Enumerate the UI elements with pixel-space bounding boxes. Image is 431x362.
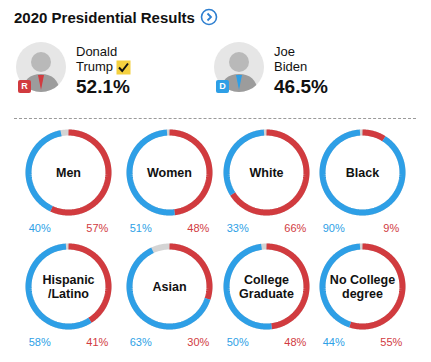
html-text:2020 Presidential Results: 2020 Presidential Results — [14, 8, 195, 26]
svg-text:Men: Men — [56, 166, 81, 180]
html-text:Biden: Biden — [274, 59, 308, 74]
svg-text:90%: 90% — [323, 222, 345, 234]
svg-text:63%: 63% — [130, 336, 152, 348]
svg-text:30%: 30% — [187, 336, 209, 348]
svg-text:51%: 51% — [130, 222, 152, 234]
svg-text:Hispanic/Latino: Hispanic/Latino — [42, 273, 94, 301]
svg-text:White: White — [249, 166, 283, 180]
svg-text:48%: 48% — [284, 336, 306, 348]
svg-text:No Collegedegree: No Collegedegree — [330, 273, 395, 301]
svg-text:Black: Black — [346, 166, 379, 180]
html-text:46.5%: 46.5% — [274, 76, 328, 97]
svg-text:40%: 40% — [29, 222, 51, 234]
svg-text:33%: 33% — [227, 222, 249, 234]
svg-text:50%: 50% — [227, 336, 249, 348]
svg-text:44%: 44% — [323, 336, 345, 348]
svg-text:57%: 57% — [86, 222, 108, 234]
svg-text:9%: 9% — [383, 222, 399, 234]
svg-text:Women: Women — [147, 166, 192, 180]
html-text:Donald: Donald — [76, 44, 118, 59]
html-text:52.1%: 52.1% — [76, 76, 130, 97]
svg-text:CollegeGraduate: CollegeGraduate — [239, 273, 294, 301]
svg-text:Asian: Asian — [152, 280, 186, 294]
svg-text:55%: 55% — [380, 336, 402, 348]
svg-text:48%: 48% — [187, 222, 209, 234]
svg-text:66%: 66% — [284, 222, 306, 234]
html-text:Trump: Trump — [76, 59, 114, 74]
html-text:Joe: Joe — [274, 44, 295, 59]
svg-text:58%: 58% — [29, 336, 51, 348]
html-text:R: R — [21, 81, 28, 91]
svg-text:41%: 41% — [86, 336, 108, 348]
html-text:D: D — [219, 81, 226, 91]
